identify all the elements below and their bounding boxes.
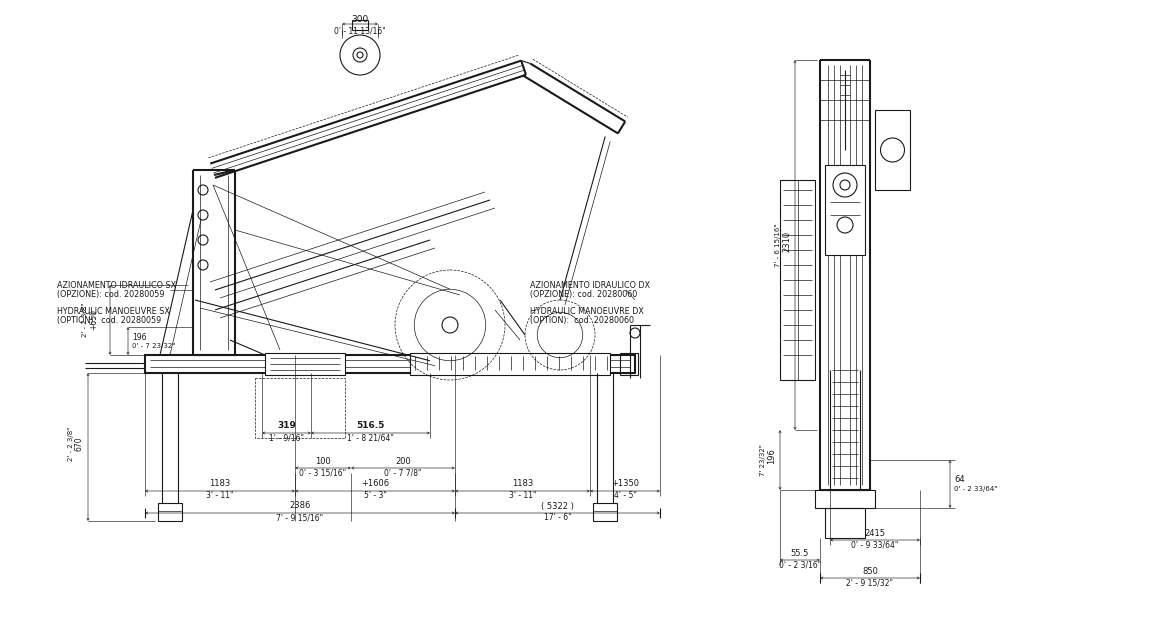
Text: 55.5: 55.5 bbox=[791, 549, 809, 558]
Text: 2310: 2310 bbox=[782, 230, 791, 251]
Text: 196: 196 bbox=[132, 334, 147, 342]
Bar bbox=[824, 508, 865, 538]
Text: 0' - 3 15/16": 0' - 3 15/16" bbox=[300, 468, 346, 477]
Text: +650: +650 bbox=[89, 310, 98, 330]
Text: 7' - 9 15/16": 7' - 9 15/16" bbox=[277, 513, 323, 522]
Text: 300: 300 bbox=[351, 15, 368, 23]
Text: 2415: 2415 bbox=[865, 529, 886, 537]
Bar bbox=[145, 355, 635, 373]
Text: 7' - 6 15/16": 7' - 6 15/16" bbox=[775, 223, 780, 266]
Text: 4' - 5": 4' - 5" bbox=[614, 491, 637, 501]
Text: 1183: 1183 bbox=[512, 480, 533, 489]
Text: ( 5322 ): ( 5322 ) bbox=[541, 501, 574, 510]
Text: 100: 100 bbox=[315, 456, 331, 465]
Text: 5' - 3": 5' - 3" bbox=[364, 491, 387, 501]
Bar bbox=[157, 503, 182, 521]
Text: 1' - 8 21/64": 1' - 8 21/64" bbox=[347, 434, 394, 442]
Bar bbox=[265, 353, 345, 375]
Text: 319: 319 bbox=[277, 422, 296, 430]
Text: +1350: +1350 bbox=[611, 480, 639, 489]
Text: (OPTION):  cod. 20280060: (OPTION): cod. 20280060 bbox=[530, 316, 633, 325]
Text: (OPZIONE): cod. 20280060: (OPZIONE): cod. 20280060 bbox=[530, 289, 637, 299]
Text: 17' - 6": 17' - 6" bbox=[544, 513, 571, 522]
Text: 3' - 11": 3' - 11" bbox=[206, 491, 234, 501]
Text: (OPZIONE): cod. 20280059: (OPZIONE): cod. 20280059 bbox=[57, 289, 164, 299]
Text: 0' - 7 23/32": 0' - 7 23/32" bbox=[132, 343, 175, 349]
Text: 200: 200 bbox=[395, 456, 411, 465]
Text: 64: 64 bbox=[954, 475, 965, 484]
Text: HYDRAULIC MANOEUVRE DX: HYDRAULIC MANOEUVRE DX bbox=[530, 308, 644, 316]
Bar bbox=[410, 353, 610, 375]
Text: 7' 23/32": 7' 23/32" bbox=[760, 444, 765, 476]
Text: AZIONAMENTO IDRAULICO SX: AZIONAMENTO IDRAULICO SX bbox=[57, 280, 176, 289]
Text: 3' - 11": 3' - 11" bbox=[508, 491, 536, 501]
Text: HYDRAULIC MANOEUVRE SX: HYDRAULIC MANOEUVRE SX bbox=[57, 308, 170, 316]
Bar bbox=[255, 378, 345, 438]
Text: 0' - 9 33/64": 0' - 9 33/64" bbox=[851, 541, 899, 549]
Text: 0' - 7 7/8": 0' - 7 7/8" bbox=[384, 468, 422, 477]
Bar bbox=[824, 165, 865, 255]
Text: 516.5: 516.5 bbox=[357, 422, 384, 430]
Text: 2' - 2 3/8": 2' - 2 3/8" bbox=[82, 303, 88, 337]
Text: 0' - 2 33/64": 0' - 2 33/64" bbox=[954, 486, 997, 492]
Text: 0' - 11 13/16": 0' - 11 13/16" bbox=[335, 27, 386, 35]
Bar bbox=[780, 180, 815, 380]
Text: 2' - 9 15/32": 2' - 9 15/32" bbox=[846, 579, 894, 587]
Text: 0' - 2 3/16": 0' - 2 3/16" bbox=[779, 560, 821, 570]
Text: (OPTION):  cod. 20280059: (OPTION): cod. 20280059 bbox=[57, 316, 161, 325]
Text: 1' - 9/16": 1' - 9/16" bbox=[269, 434, 305, 442]
Bar bbox=[875, 110, 910, 190]
Bar bbox=[815, 490, 875, 508]
Text: 2' - 2 3/8": 2' - 2 3/8" bbox=[68, 427, 74, 461]
Text: 196: 196 bbox=[767, 448, 776, 464]
Text: 670: 670 bbox=[75, 437, 85, 451]
Bar bbox=[593, 503, 617, 521]
Text: +1606: +1606 bbox=[361, 480, 389, 489]
Bar bbox=[620, 353, 638, 375]
Text: 2386: 2386 bbox=[290, 501, 310, 510]
Text: AZIONAMENTO IDRAULICO DX: AZIONAMENTO IDRAULICO DX bbox=[530, 280, 650, 289]
Text: 1183: 1183 bbox=[210, 480, 230, 489]
Text: 850: 850 bbox=[862, 567, 878, 575]
